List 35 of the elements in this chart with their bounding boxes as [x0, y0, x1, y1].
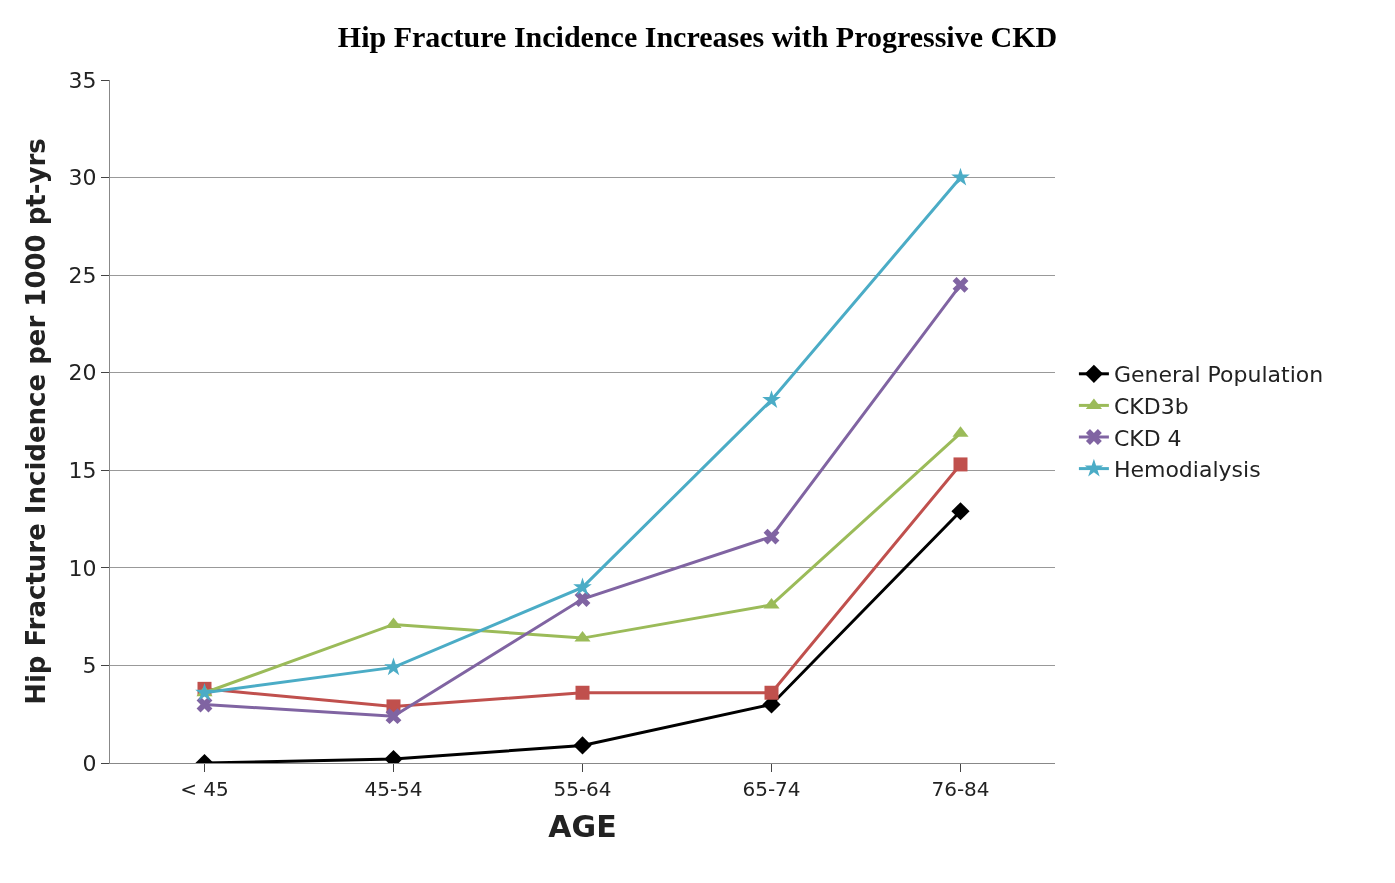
point: [384, 657, 403, 676]
point: [574, 591, 591, 607]
y-tick-label: 25: [68, 262, 97, 288]
legend-label: CKD 4: [1113, 425, 1182, 451]
point: [763, 528, 780, 545]
point: [951, 167, 970, 186]
x-tick-label: 76-84: [931, 777, 990, 801]
legend-label: General Population: [1113, 362, 1324, 388]
x-tick-label: 45-54: [364, 777, 423, 801]
legend-label: Hemodialysis: [1113, 457, 1261, 483]
y-tick-label: 0: [82, 750, 97, 776]
point: [764, 685, 779, 700]
point: [953, 457, 968, 472]
point: [573, 577, 592, 596]
x-tick-label: 55-64: [553, 777, 612, 801]
point: [952, 276, 969, 293]
chart-title: Hip Fracture Incidence Increases with Progressive CKD: [337, 20, 1058, 54]
point: [575, 685, 590, 700]
x-tick-label: 65-74: [742, 777, 801, 801]
y-tick-label: 35: [68, 67, 97, 93]
point: [763, 597, 780, 609]
x-axis-title: AGE: [548, 808, 617, 844]
y-tick-label: 10: [68, 555, 97, 581]
point: [385, 708, 402, 725]
y-tick-label: 20: [68, 360, 97, 386]
y-axis-title: Hip Fracture Incidence per 1000 pt-yrs: [21, 138, 51, 705]
x-tick-label: < 45: [180, 777, 229, 801]
point: [951, 502, 970, 521]
y-tick-label: 5: [82, 653, 97, 679]
point: [195, 682, 214, 701]
y-tick-label: 30: [68, 165, 97, 191]
point: [573, 736, 592, 755]
y-tick-label: 15: [68, 457, 97, 483]
legend-label: CKD3b: [1113, 393, 1189, 419]
point: [762, 390, 781, 408]
